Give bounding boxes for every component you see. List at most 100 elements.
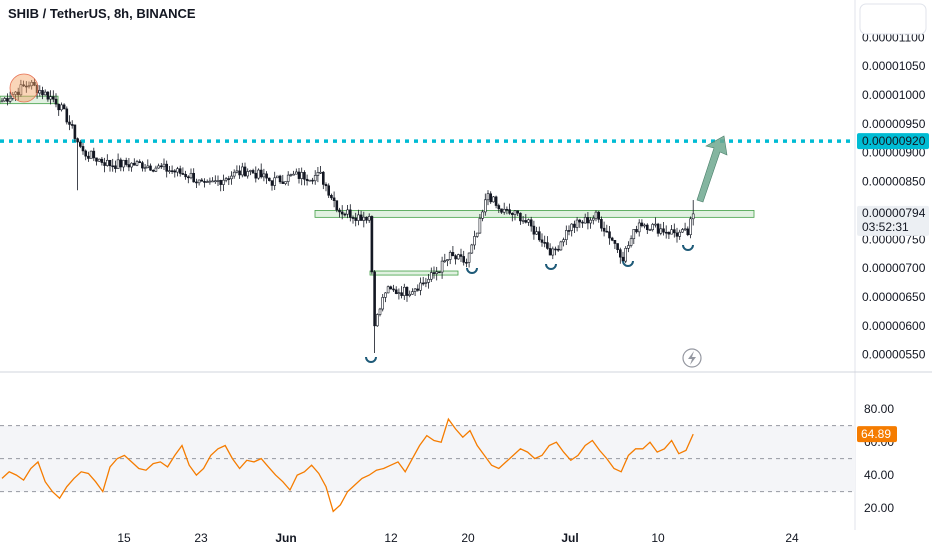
candle-body <box>419 282 422 291</box>
candle-body <box>259 169 263 178</box>
candle-body <box>446 259 449 261</box>
time-tick-label: Jul <box>561 531 578 545</box>
candle-body <box>637 222 641 233</box>
candle <box>402 283 406 300</box>
candle <box>373 270 376 353</box>
candle-body <box>564 230 568 240</box>
candle <box>675 227 679 243</box>
candle-body <box>629 238 633 246</box>
candle-body <box>135 161 139 166</box>
candle-body <box>411 291 414 295</box>
candle <box>232 169 236 179</box>
candle-body <box>559 241 563 251</box>
candle-body <box>481 211 484 219</box>
highlight-circle <box>9 73 39 103</box>
candle-body <box>613 239 617 244</box>
candle <box>214 175 217 184</box>
bottom-marker <box>622 260 634 267</box>
candle <box>184 170 187 180</box>
candle-body <box>205 181 209 183</box>
candle <box>613 239 617 249</box>
time-tick-label: 15 <box>117 531 131 545</box>
candle <box>173 169 177 178</box>
candle-body <box>497 205 501 210</box>
candle <box>648 228 652 231</box>
candle <box>97 158 101 162</box>
candle-body <box>502 208 506 213</box>
candle <box>332 191 336 208</box>
candle <box>586 211 590 230</box>
candle-body <box>429 272 433 280</box>
candle <box>43 89 47 96</box>
candle-body <box>535 231 538 235</box>
candle-body <box>130 162 133 168</box>
candle-body <box>187 176 190 179</box>
current-price-label: 0.00000794 <box>862 206 926 220</box>
candle <box>227 175 231 186</box>
candle <box>95 157 98 166</box>
candle-body <box>224 178 228 181</box>
candle-body <box>384 292 387 298</box>
candle <box>162 158 166 170</box>
candle-body <box>427 278 430 283</box>
candle <box>65 106 69 125</box>
candle-body <box>537 231 541 241</box>
candle-body <box>335 200 339 211</box>
candle <box>370 215 374 275</box>
candle <box>427 274 430 289</box>
candle <box>84 149 87 161</box>
candle <box>30 79 34 90</box>
candle <box>500 208 503 214</box>
candle-body <box>621 256 625 262</box>
price-tick-label: 0.00000650 <box>862 290 926 304</box>
candle-body <box>340 211 344 215</box>
candle <box>3 96 7 102</box>
consolidation-zone <box>369 270 459 276</box>
candle <box>451 246 455 257</box>
candle <box>292 170 295 176</box>
candle-body <box>65 108 69 123</box>
candle <box>583 213 587 224</box>
candle <box>367 213 371 223</box>
candle <box>222 174 225 192</box>
candle-body <box>243 166 247 177</box>
candle <box>346 205 349 219</box>
candle-body <box>529 219 533 227</box>
candle <box>340 205 344 220</box>
candle-body <box>575 219 579 228</box>
candle <box>70 120 74 129</box>
candle <box>103 157 106 173</box>
candle-body <box>273 177 277 186</box>
candle <box>151 169 155 173</box>
candle <box>157 163 160 169</box>
candle-body <box>554 248 557 251</box>
candle <box>357 209 360 226</box>
candle-body <box>654 223 657 226</box>
candle <box>76 137 79 191</box>
candle <box>286 171 290 186</box>
candle <box>521 215 525 224</box>
candle <box>81 142 85 155</box>
candle <box>289 173 293 177</box>
candle-body <box>583 217 587 224</box>
candle-body <box>492 196 495 203</box>
countdown-label: 03:52:31 <box>862 220 909 234</box>
candle-body <box>49 96 52 100</box>
candle <box>216 175 220 187</box>
candle-body <box>681 229 684 233</box>
candle-body <box>308 179 312 182</box>
candle <box>211 177 214 183</box>
candle <box>106 154 109 167</box>
candle-body <box>508 209 511 214</box>
candle-body <box>551 248 555 256</box>
candle-body <box>470 244 474 254</box>
candle <box>411 288 414 295</box>
candle <box>516 210 520 217</box>
candle-body <box>165 163 168 172</box>
candle-body <box>386 286 390 294</box>
candle-body <box>178 168 182 174</box>
candle <box>160 162 163 169</box>
candle-body <box>170 170 174 172</box>
candle <box>602 221 606 237</box>
